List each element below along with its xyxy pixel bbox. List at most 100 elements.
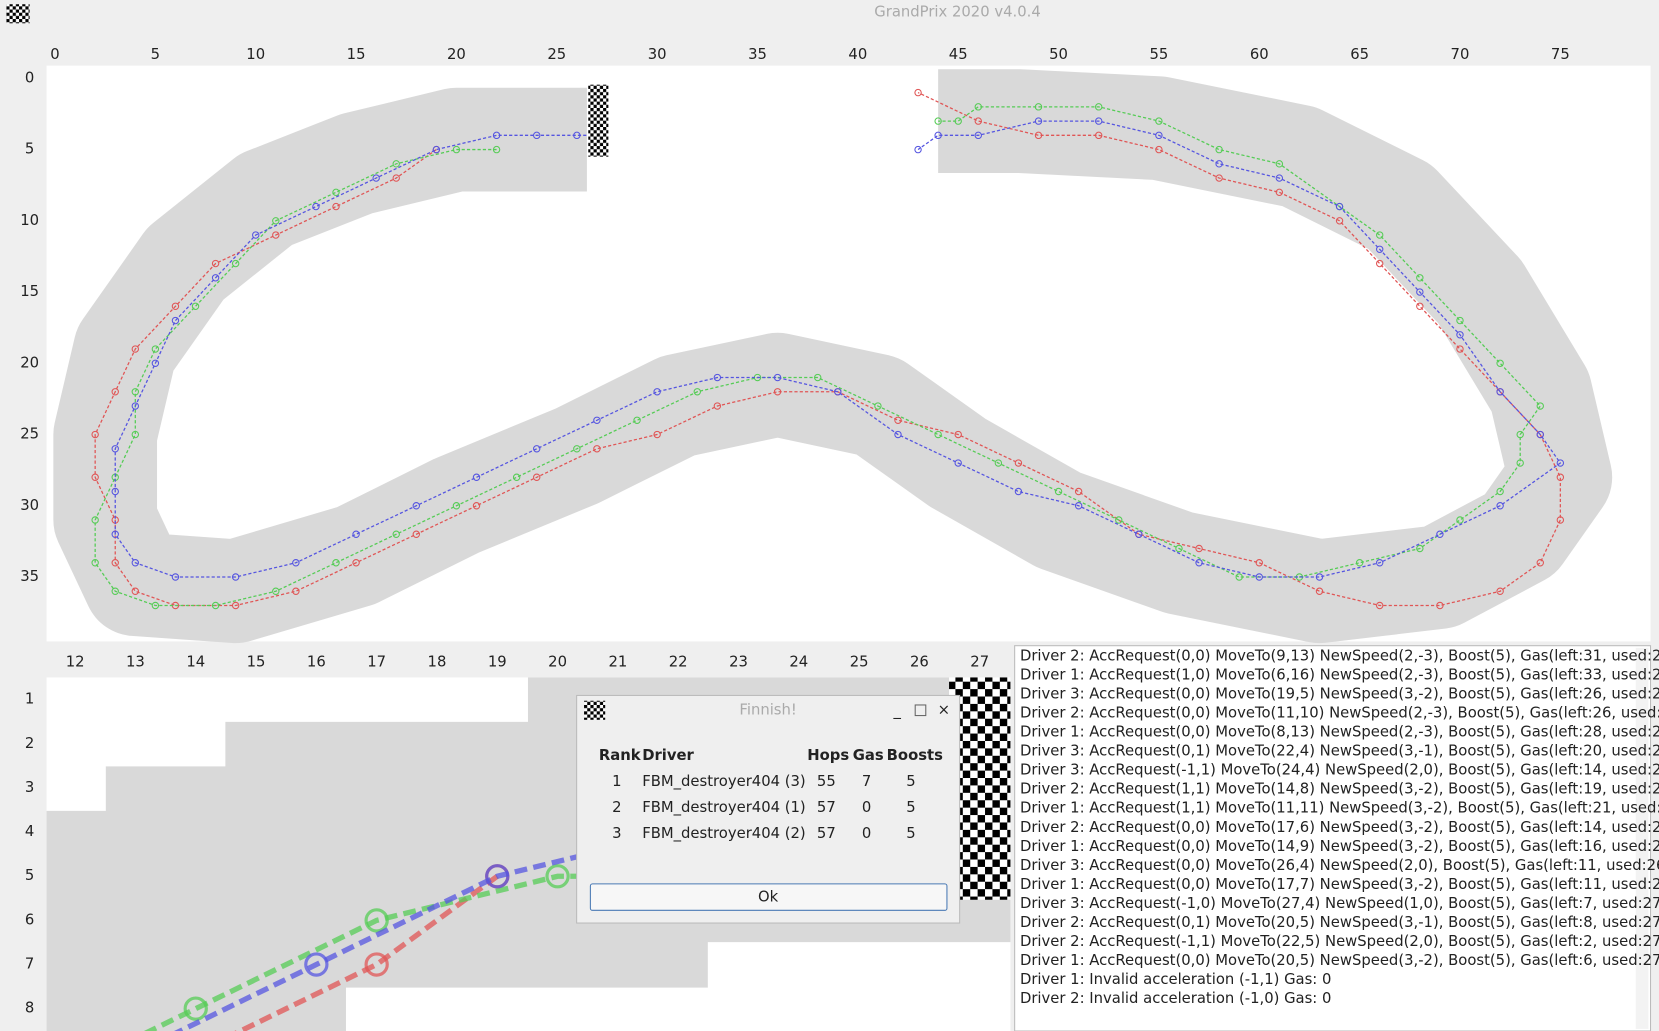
zoom-y-tick-label: 4 xyxy=(25,823,34,840)
zoom-y-tick-label: 5 xyxy=(25,867,34,884)
log-line: Driver 1: AccRequest(1,1) MoveTo(11,11) … xyxy=(1020,800,1659,817)
path-point xyxy=(1516,430,1524,439)
zoom-x-tick-label: 18 xyxy=(428,654,447,671)
path-point xyxy=(392,530,400,538)
path-point xyxy=(111,388,119,396)
path-point xyxy=(1195,544,1203,553)
log-line: Driver 2: AccRequest(-1,1) MoveTo(22,5) … xyxy=(1020,933,1659,950)
path-point xyxy=(292,559,300,567)
path-point xyxy=(914,145,922,154)
zoom-y-tick-label: 1 xyxy=(25,691,34,708)
table-cell: 57 xyxy=(817,825,836,842)
y-tick-label: 30 xyxy=(20,497,39,514)
ok-button[interactable] xyxy=(589,883,948,911)
path-point xyxy=(191,302,200,310)
path-point xyxy=(292,587,300,595)
path-point xyxy=(1155,117,1163,125)
path-point xyxy=(1034,103,1043,111)
path-point xyxy=(211,274,220,282)
zoom-x-tick-label: 24 xyxy=(789,654,808,671)
x-tick-label: 50 xyxy=(1049,46,1068,63)
path-point xyxy=(894,416,902,424)
minimize-button[interactable]: _ xyxy=(893,702,902,719)
path-point xyxy=(1014,487,1023,496)
axes: 0 5 10 15 20 25 30 35 40 45 50 55 60 65 70 750510152025… xyxy=(20,46,1570,1017)
x-tick-label: 15 xyxy=(347,46,366,63)
maximize-button[interactable] xyxy=(914,704,927,717)
x-tick-label: 25 xyxy=(547,46,566,63)
path-point xyxy=(272,231,280,239)
zoom-y-tick-label: 6 xyxy=(25,911,34,928)
path-point xyxy=(914,88,922,97)
table-cell: 5 xyxy=(906,773,915,790)
dialog-title: Finnish! xyxy=(739,701,796,718)
path-point xyxy=(1335,202,1344,211)
path-point xyxy=(1074,487,1083,496)
path-point xyxy=(111,487,119,496)
path-point xyxy=(171,316,180,325)
zoom-x-tick-label: 25 xyxy=(850,654,869,671)
zoom-y-tick-label: 8 xyxy=(25,1000,34,1017)
path-point xyxy=(1255,559,1263,567)
path-point xyxy=(1155,131,1163,140)
path-point xyxy=(111,559,119,567)
x-tick-label: 5 xyxy=(151,46,160,63)
path-point xyxy=(1536,559,1544,567)
x-tick-label: 35 xyxy=(748,46,767,63)
path-point xyxy=(954,430,962,439)
path-point xyxy=(492,145,501,154)
log-list: Driver 2: AccRequest(0,0) MoveTo(9,13) N… xyxy=(1020,647,1659,1007)
path-point xyxy=(1014,459,1023,467)
path-point-zoom xyxy=(183,996,208,1021)
path-point xyxy=(1095,131,1103,140)
ok-button-label[interactable]: Ok xyxy=(758,889,779,906)
zoom-x-tick-label: 23 xyxy=(729,654,748,671)
path-point xyxy=(1496,502,1504,510)
app-icon xyxy=(6,4,30,24)
path-point xyxy=(1215,160,1223,168)
path-point-zoom xyxy=(545,864,570,889)
path-point xyxy=(894,430,902,439)
path-point xyxy=(1536,402,1544,410)
path-point xyxy=(814,373,822,382)
path-point xyxy=(412,502,420,510)
close-button[interactable]: × xyxy=(938,701,950,718)
path-point xyxy=(653,388,661,396)
path-point xyxy=(272,587,280,595)
path-point xyxy=(1496,487,1504,496)
path-point xyxy=(452,145,461,154)
path-point xyxy=(834,388,842,396)
dialog-icon xyxy=(584,700,606,720)
path-point xyxy=(1034,117,1043,125)
path-point xyxy=(131,430,140,439)
column-header: Gas xyxy=(853,747,884,764)
path-point xyxy=(392,174,400,182)
path-point xyxy=(1235,573,1243,581)
path-point xyxy=(231,573,240,581)
log-line: Driver 1: Invalid acceleration (-1,1) Ga… xyxy=(1020,971,1331,988)
x-tick-label: 0 xyxy=(50,46,59,63)
scrollbar[interactable] xyxy=(1635,647,1649,1029)
zoom-x-tick-label: 17 xyxy=(367,654,386,671)
table-cell: 3 xyxy=(612,825,621,842)
path-point xyxy=(533,473,541,481)
path-point xyxy=(412,530,420,538)
path-point xyxy=(954,117,962,125)
path-point xyxy=(332,202,340,211)
path-point xyxy=(713,402,722,410)
path-point xyxy=(1095,117,1103,125)
path-point xyxy=(1275,160,1284,168)
path-point xyxy=(252,231,260,239)
window-title: GrandPrix 2020 v4.0.4 xyxy=(874,4,1040,21)
path-point xyxy=(1175,544,1183,553)
zoom-x-tick-label: 26 xyxy=(910,654,929,671)
table-cell: 55 xyxy=(817,773,836,790)
path-point xyxy=(1416,288,1424,296)
x-tick-label: 75 xyxy=(1551,46,1570,63)
path-point xyxy=(372,174,380,182)
path-point xyxy=(1315,573,1324,581)
y-tick-label: 15 xyxy=(20,283,39,300)
y-tick-label: 0 xyxy=(25,69,34,86)
path-point xyxy=(1456,316,1464,325)
zoom-x-tick-label: 12 xyxy=(66,654,85,671)
